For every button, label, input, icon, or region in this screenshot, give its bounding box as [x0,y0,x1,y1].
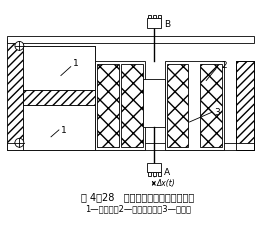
Bar [98,64,119,147]
Bar [153,172,156,176]
Bar [121,64,143,147]
Bar [200,64,222,147]
Bar [167,64,188,147]
Bar [148,172,151,176]
Bar [23,105,96,150]
Bar [96,61,145,150]
Bar [236,61,254,150]
Text: B: B [164,20,170,29]
Text: 1—悬臂架；2—差动变压器；3—衔铁。: 1—悬臂架；2—差动变压器；3—衔铁。 [85,204,191,213]
Bar [148,15,151,18]
Bar [153,15,156,18]
Circle shape [15,138,24,147]
Bar [147,18,161,28]
Bar [23,46,96,90]
Text: 图 4－28   差动变压器式加速度传感器: 图 4－28 差动变压器式加速度传感器 [81,192,195,202]
Bar [23,90,96,105]
Text: 3: 3 [214,108,220,117]
Bar [147,162,161,172]
Bar [165,61,224,150]
Bar [143,79,165,127]
Bar [7,39,23,150]
Bar [7,36,254,43]
Text: Δx(t): Δx(t) [157,179,176,188]
Bar [158,172,161,176]
Bar [23,46,96,150]
Bar [236,61,254,150]
Circle shape [15,41,24,50]
Bar [158,15,161,18]
Bar [7,143,254,150]
Text: 1: 1 [73,59,78,68]
Text: A: A [164,168,170,177]
Text: 1: 1 [61,126,67,135]
Text: 2: 2 [221,61,227,70]
